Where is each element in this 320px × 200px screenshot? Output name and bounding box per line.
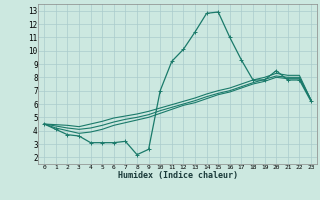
X-axis label: Humidex (Indice chaleur): Humidex (Indice chaleur) [118, 171, 238, 180]
